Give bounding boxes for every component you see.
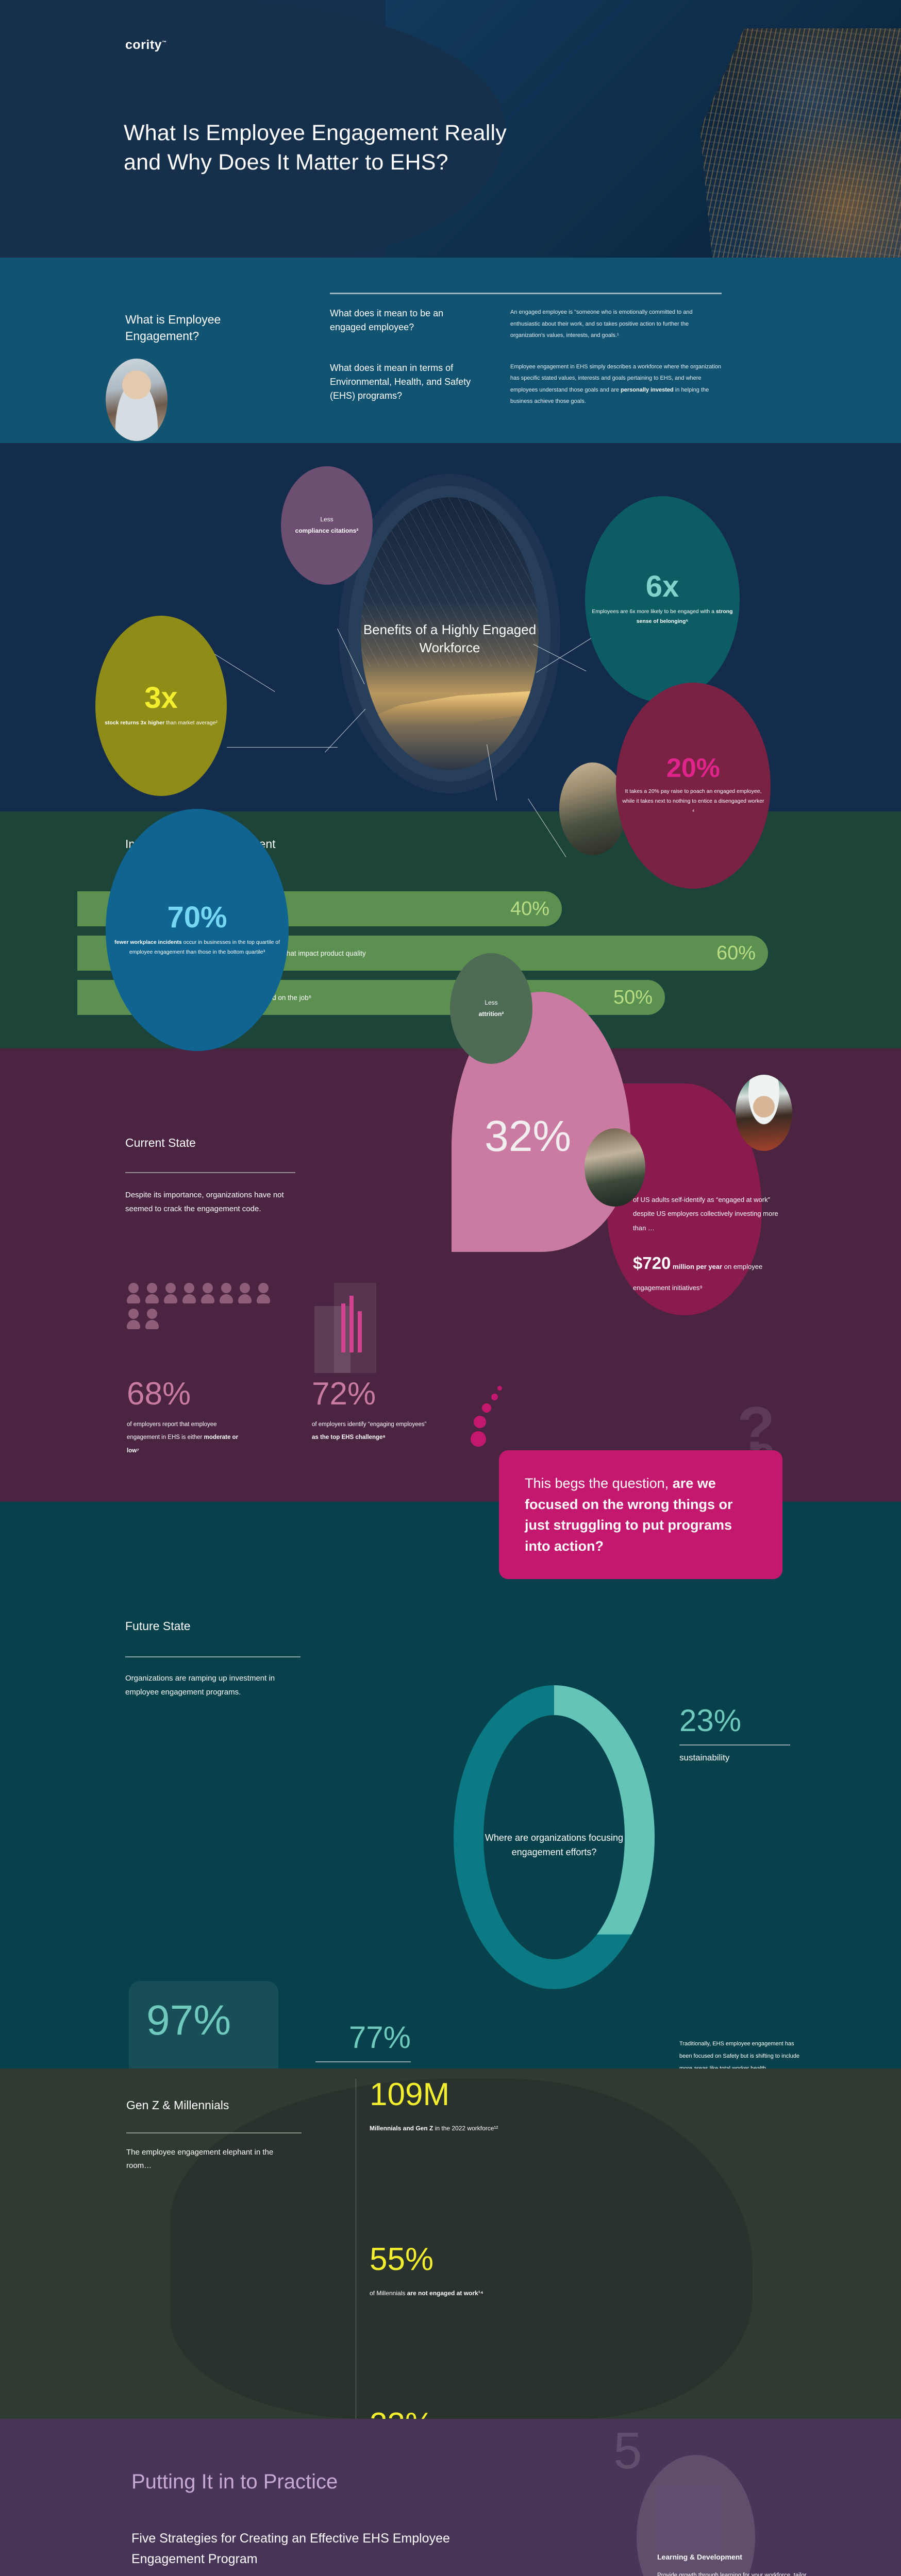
dot-trail-decoration — [471, 1386, 502, 1450]
definition-question: What does it mean to be an engaged emplo… — [330, 308, 444, 332]
people-icons-group — [127, 1283, 276, 1329]
pie-caption: of US adults self-identify as “engaged a… — [633, 1196, 778, 1232]
gen-z-stat: 23% of Gen Z and Millennials say learnin… — [356, 2409, 575, 2419]
hero-title-line-1: What Is Employee Engagement Really — [124, 121, 507, 145]
divider — [330, 293, 722, 294]
definition-heading: What is Employee Engagement? — [125, 313, 221, 343]
hero-background-shape — [0, 0, 505, 258]
gen-z-heading: Gen Z & Millennials — [126, 2098, 229, 2112]
divider — [126, 2132, 302, 2133]
logo-text: cority — [125, 38, 162, 52]
person-icon — [182, 1283, 196, 1303]
donut-hole — [483, 1715, 625, 1959]
definition-question: What does it mean in terms of Environmen… — [330, 362, 471, 401]
practice-heading: Putting It in to Practice — [131, 2470, 338, 2493]
current-state-lead: Despite its importance, organizations ha… — [125, 1191, 284, 1213]
definition-columns: What does it mean to be an engaged emplo… — [330, 293, 722, 427]
person-icon — [127, 1283, 140, 1303]
person-icon — [238, 1283, 252, 1303]
spend-stat: $720 million per year on employee engage… — [633, 1253, 763, 1292]
current-state-section: 32% Current State Despite its importance… — [0, 992, 901, 1579]
gen-z-stats-grid: 109M Millennials and Gen Z in the 2022 w… — [356, 2079, 794, 2419]
benefits-section: Benefits of a Highly Engaged Workforce — [0, 443, 901, 857]
future-state-lead: Organizations are ramping up investment … — [125, 1674, 275, 1697]
person-icon — [257, 1283, 270, 1303]
definition-answer: Employee engagement in EHS simply descri… — [510, 363, 722, 405]
person-icon — [201, 1283, 214, 1303]
person-icon — [127, 1309, 140, 1329]
practice-step-5: 5 Learning & Development Provide growth … — [613, 2425, 814, 2576]
hero-section: cority™ What Is Employee Engagement Real… — [0, 0, 901, 258]
hero-building-photo — [700, 28, 901, 258]
bridge-photo — [361, 497, 539, 770]
practice-section: Putting It in to Practice Five Strategie… — [0, 2419, 901, 2576]
donut-center-label: Where are organizations focusing engagem… — [485, 1833, 624, 1858]
gen-z-lead: The employee engagement elephant in the … — [126, 2148, 274, 2171]
divider — [125, 1656, 301, 1657]
person-icon — [145, 1283, 159, 1303]
hero-title-line-2: and Why Does It Matter to EHS? — [124, 150, 448, 175]
elephant-silhouette — [170, 2079, 753, 2419]
benefits-core-label: Benefits of a Highly Engaged Workforce — [363, 622, 537, 656]
impact-bar: Disengaged workers are more likely to ma… — [77, 936, 768, 971]
connector-line — [227, 747, 338, 748]
current-pie-value: 32% — [485, 1112, 572, 1160]
divider — [125, 1172, 295, 1173]
person-icon — [145, 1309, 159, 1329]
donut-chart: Where are organizations focusing engagem… — [454, 1685, 655, 1989]
person-icon — [220, 1283, 233, 1303]
avatar-worker-photo — [106, 359, 168, 441]
definition-section: What is Employee Engagement? What does i… — [0, 258, 901, 443]
low-engagement-bars: Disengaged workers are more likely to mi… — [77, 891, 799, 1024]
practice-subheading: Five Strategies for Creating an Effectiv… — [131, 2531, 450, 2566]
low-engagement-section: Impacts of Low Engagement Disengaged wor… — [0, 762, 901, 1048]
current-state-right-copy: of US adults self-identify as “engaged a… — [633, 1193, 788, 1295]
impact-bar: Disengaged workers are more likely to mi… — [77, 891, 562, 926]
cority-logo[interactable]: cority™ — [125, 38, 167, 52]
connector-line — [170, 626, 275, 692]
definition-row: What does it mean in terms of Environmen… — [330, 361, 722, 408]
callout-question: This begs the question, are we focused o… — [499, 1450, 782, 1579]
stat-68: 68% of employers report that employee en… — [127, 1376, 239, 1454]
future-state-heading: Future State — [125, 1619, 191, 1633]
page-title: What Is Employee Engagement Really and W… — [124, 118, 598, 177]
cafe-worker-photo — [559, 762, 626, 855]
factory-icon — [314, 1280, 392, 1373]
definition-row: What does it mean to be an engaged emplo… — [330, 307, 722, 342]
gen-z-section: Gen Z & Millennials The employee engagem… — [0, 2069, 901, 2419]
current-state-heading: Current State — [125, 1136, 196, 1149]
gen-z-stat: 109M Millennials and Gen Z in the 2022 w… — [356, 2079, 575, 2244]
gen-z-stat: 55% of Millennials are not engaged at wo… — [356, 2244, 575, 2409]
stat-72: 72% of employers identify “engaging empl… — [312, 1376, 427, 1441]
definition-answer: An engaged employee is "someone who is e… — [510, 309, 693, 339]
future-state-section: Future State Organizations are ramping u… — [0, 1502, 901, 2538]
connector-line — [325, 708, 366, 753]
sustainability-stat: 23% sustainability — [679, 1705, 790, 1763]
person-icon — [164, 1283, 177, 1303]
low-engagement-heading: Impacts of Low Engagement — [125, 837, 276, 851]
